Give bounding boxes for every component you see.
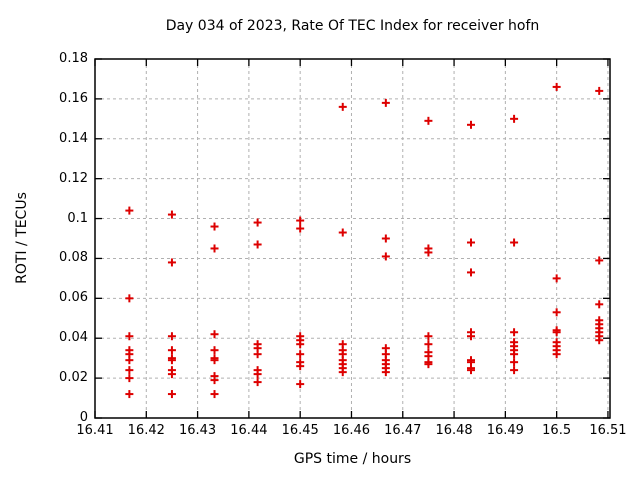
data-point-marker <box>424 116 433 125</box>
data-point-marker <box>125 356 134 365</box>
y-tick-label: 0.06 <box>59 290 88 306</box>
data-point-marker <box>510 350 519 359</box>
data-point-marker <box>125 206 134 215</box>
data-point-marker <box>253 370 262 379</box>
data-point-marker <box>296 350 305 359</box>
chart-title: Day 034 of 2023, Rate Of TEC Index for r… <box>165 18 540 34</box>
data-point-marker <box>424 332 433 341</box>
x-tick-label: 16.48 <box>435 423 473 438</box>
data-point-marker <box>338 228 347 237</box>
x-tick-label: 16.5 <box>542 423 572 438</box>
data-point-marker <box>466 120 475 129</box>
data-point-marker <box>296 380 305 389</box>
y-tick-label: 0.12 <box>59 170 88 186</box>
data-point-marker <box>466 332 475 341</box>
data-point-marker <box>253 240 262 249</box>
y-tick-label: 0.08 <box>59 250 88 266</box>
data-point-marker <box>167 356 176 365</box>
data-point-marker <box>210 356 219 365</box>
data-point-marker <box>595 256 604 265</box>
data-point-marker <box>510 366 519 375</box>
data-point-marker <box>595 336 604 345</box>
data-point-marker <box>510 358 519 367</box>
y-tick-label: 0.04 <box>59 330 88 346</box>
y-axis-label: ROTI / TECUs <box>14 192 30 284</box>
data-point-marker <box>167 370 176 379</box>
data-point-marker <box>381 234 390 243</box>
y-tick-label: 0.1 <box>67 210 88 226</box>
data-point-marker <box>125 294 134 303</box>
data-point-marker <box>296 340 305 349</box>
data-point-marker <box>381 368 390 377</box>
data-point-marker <box>253 378 262 387</box>
x-axis-label: GPS time / hours <box>293 451 412 467</box>
x-tick-label: 16.51 <box>589 423 627 438</box>
data-point-marker <box>338 102 347 111</box>
data-point-marker <box>210 390 219 399</box>
data-point-marker <box>210 346 219 355</box>
y-tick-label: 0.14 <box>59 130 88 146</box>
data-point-marker <box>125 332 134 341</box>
data-point-marker <box>552 308 561 317</box>
data-point-marker <box>381 98 390 107</box>
data-point-marker <box>167 258 176 267</box>
data-point-marker <box>253 218 262 227</box>
data-point-marker <box>167 390 176 399</box>
data-point-marker <box>424 360 433 369</box>
data-point-marker <box>381 252 390 261</box>
data-point-marker <box>552 274 561 283</box>
data-point-marker <box>595 86 604 95</box>
data-point-marker <box>296 224 305 233</box>
data-point-marker <box>424 340 433 349</box>
y-tick-label: 0 <box>79 410 88 425</box>
data-point-marker <box>125 366 134 375</box>
data-point-marker <box>167 346 176 355</box>
data-point-marker <box>510 114 519 123</box>
data-point-marker <box>167 332 176 341</box>
plot-frame <box>94 58 611 419</box>
data-point-marker <box>510 238 519 247</box>
data-point-marker <box>552 82 561 91</box>
x-tick-label: 16.49 <box>486 423 524 438</box>
data-point-marker <box>210 330 219 339</box>
data-point-marker <box>466 238 475 247</box>
data-point-marker <box>424 248 433 257</box>
data-point-marker <box>510 328 519 337</box>
data-point-marker <box>125 374 134 383</box>
data-point-marker <box>338 368 347 377</box>
data-point-marker <box>210 244 219 253</box>
data-point-marker <box>595 300 604 309</box>
data-point-marker <box>296 216 305 225</box>
x-tick-label: 16.43 <box>178 423 217 438</box>
data-point-marker <box>210 222 219 231</box>
data-point-marker <box>210 376 219 385</box>
y-tick-label: 0.18 <box>59 51 88 66</box>
data-point-marker <box>253 350 262 359</box>
data-point-marker <box>296 362 305 371</box>
y-tick-label: 0.16 <box>59 90 88 106</box>
data-point-marker <box>125 390 134 399</box>
x-tick-label: 16.45 <box>281 423 319 438</box>
x-tick-label: 16.42 <box>127 423 165 438</box>
data-point-marker <box>466 268 475 277</box>
data-point-marker <box>466 366 475 375</box>
data-point-marker <box>552 328 561 337</box>
data-point-marker <box>167 210 176 219</box>
y-tick-label: 0.02 <box>59 370 88 386</box>
x-tick-label: 16.47 <box>384 423 422 438</box>
x-tick-label: 16.41 <box>76 423 114 438</box>
x-tick-label: 16.46 <box>332 423 371 438</box>
x-tick-label: 16.44 <box>230 423 268 438</box>
data-point-marker <box>552 350 561 359</box>
